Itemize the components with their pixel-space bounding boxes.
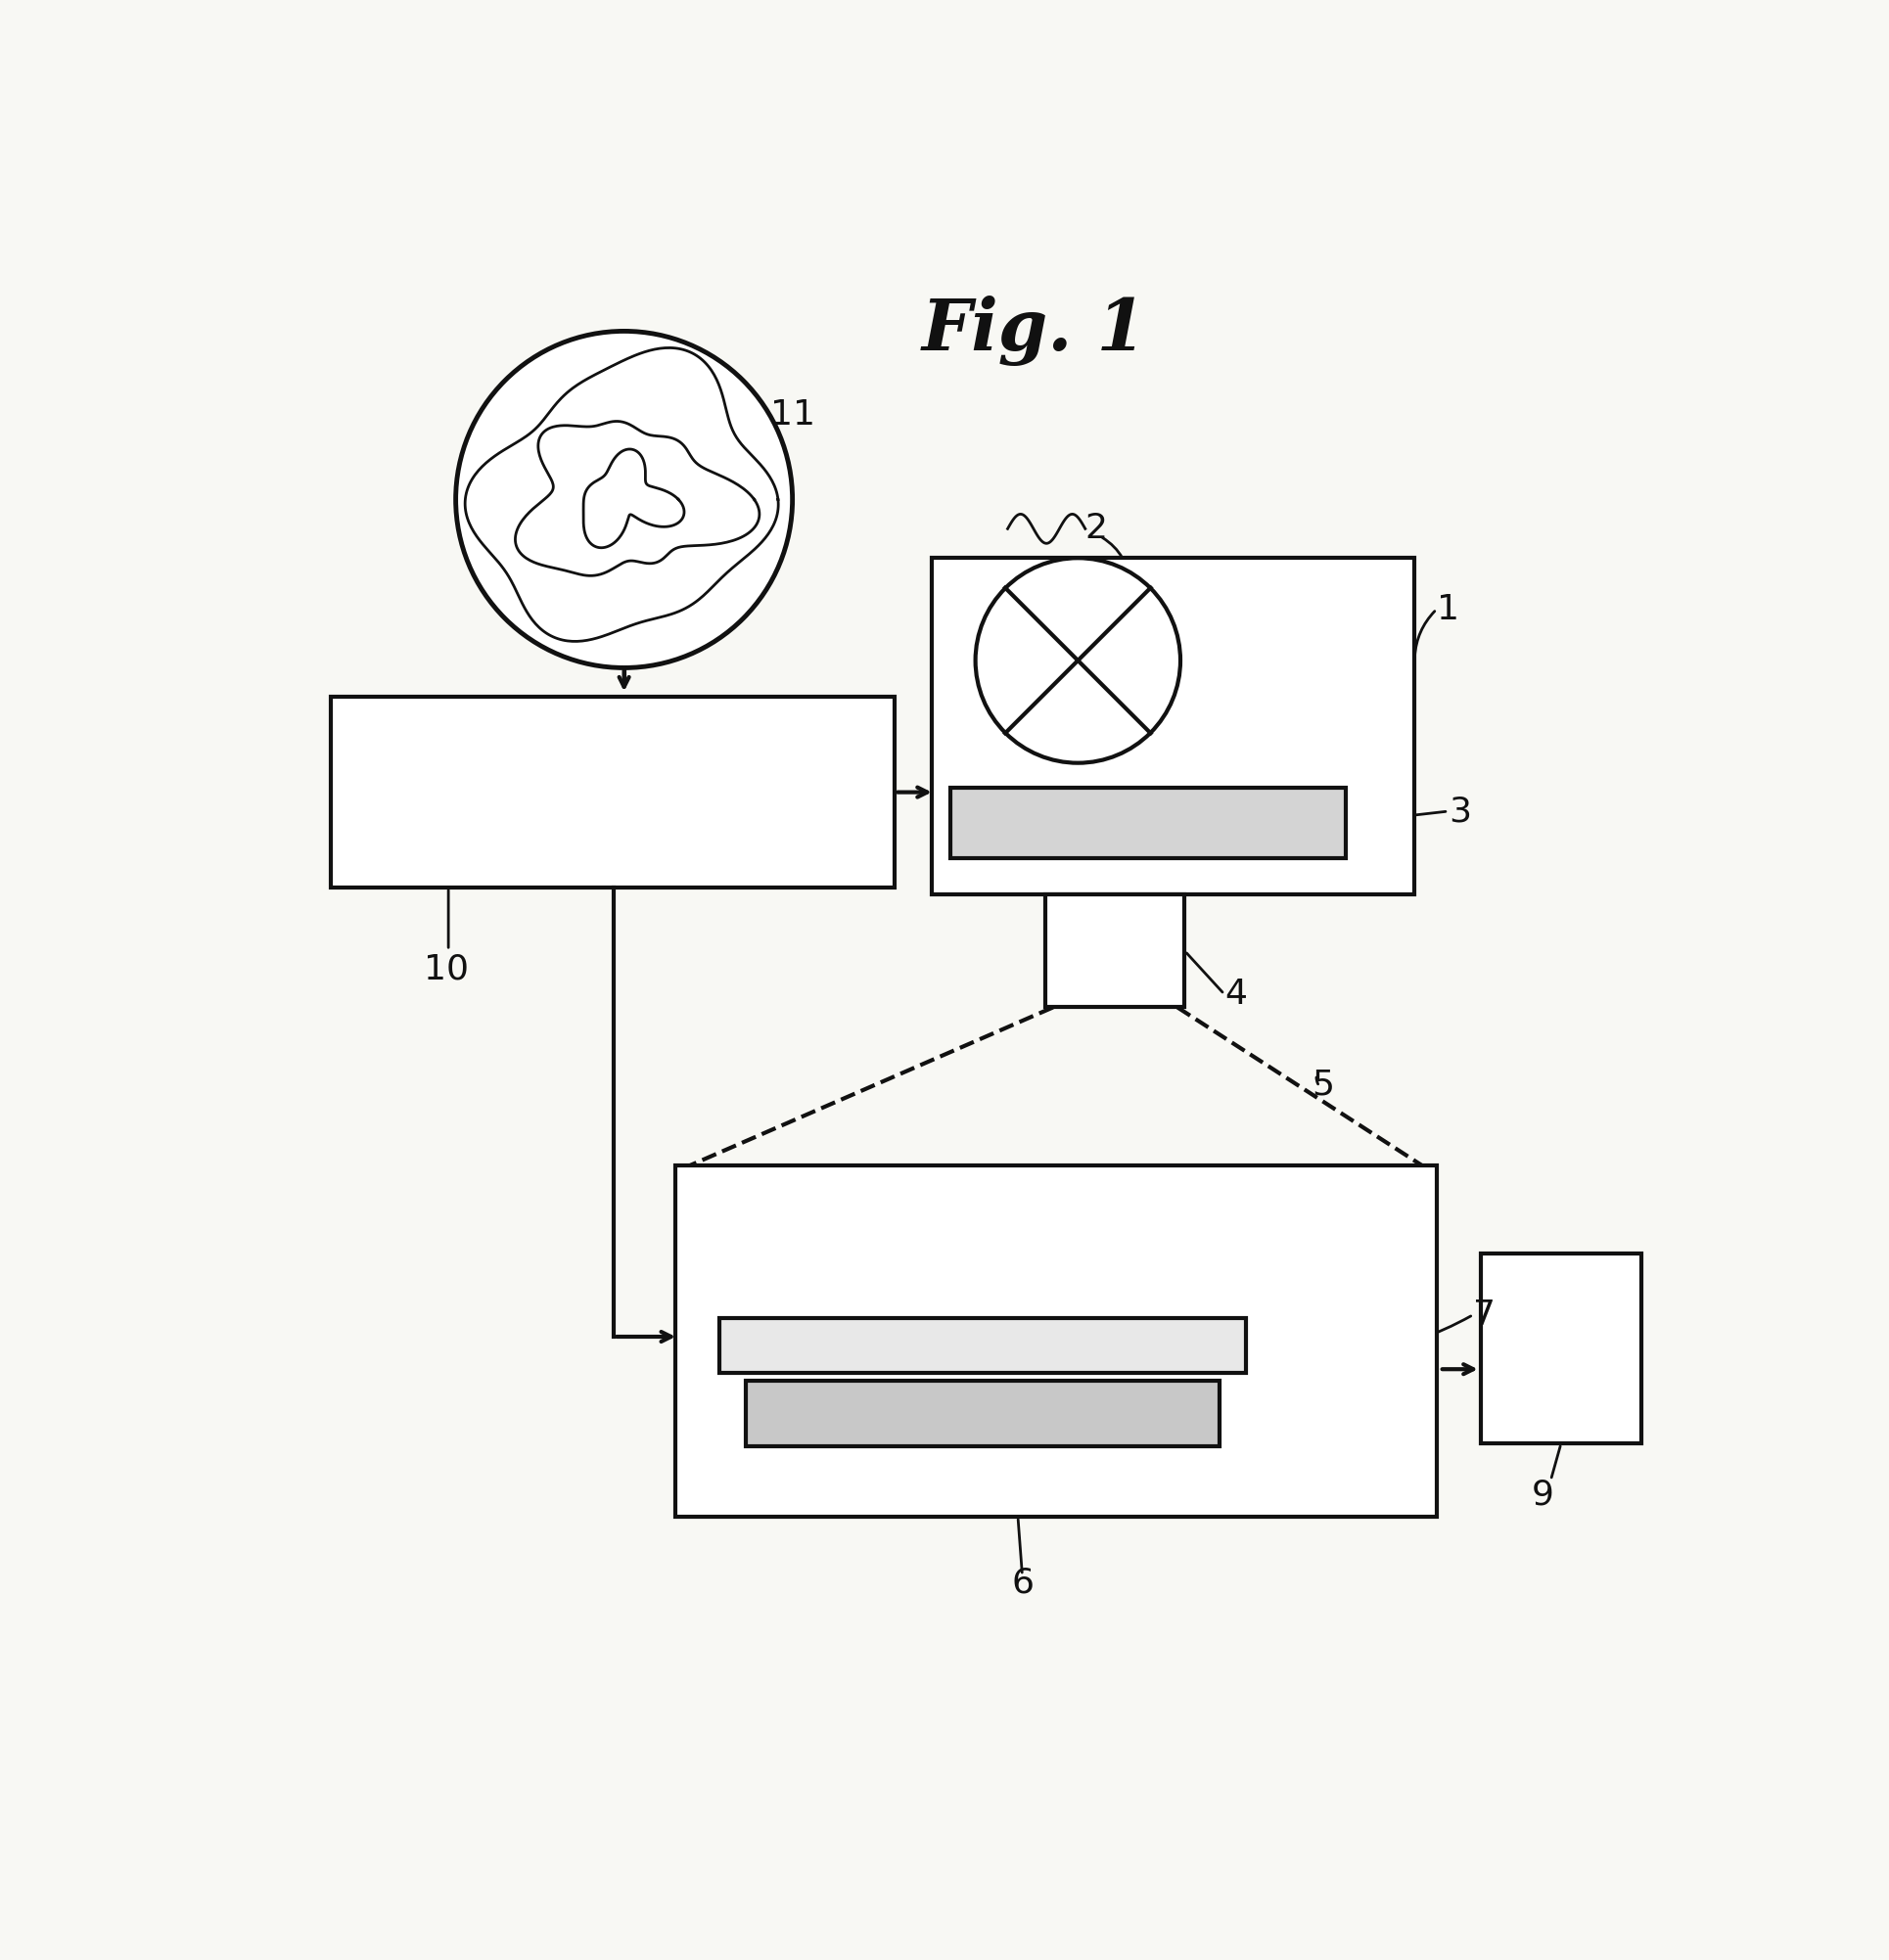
Circle shape <box>455 331 793 668</box>
FancyBboxPatch shape <box>950 788 1345 858</box>
FancyBboxPatch shape <box>1047 894 1184 1007</box>
FancyBboxPatch shape <box>331 698 895 888</box>
Text: 5: 5 <box>1313 1068 1336 1102</box>
Text: Fig. 1: Fig. 1 <box>922 296 1147 367</box>
FancyBboxPatch shape <box>1481 1252 1642 1443</box>
Text: 6: 6 <box>1013 1566 1035 1599</box>
FancyBboxPatch shape <box>674 1166 1438 1517</box>
Text: 3: 3 <box>1449 794 1472 827</box>
Text: 10: 10 <box>423 953 468 986</box>
Text: 9: 9 <box>1532 1478 1555 1511</box>
Text: 1: 1 <box>1436 592 1458 625</box>
Text: 4: 4 <box>1224 978 1247 1011</box>
Circle shape <box>975 559 1181 762</box>
Text: 11: 11 <box>771 398 816 431</box>
Text: 2: 2 <box>1084 512 1107 545</box>
FancyBboxPatch shape <box>746 1380 1220 1446</box>
FancyBboxPatch shape <box>720 1317 1247 1374</box>
FancyBboxPatch shape <box>931 559 1415 894</box>
Text: 7: 7 <box>1473 1298 1496 1331</box>
